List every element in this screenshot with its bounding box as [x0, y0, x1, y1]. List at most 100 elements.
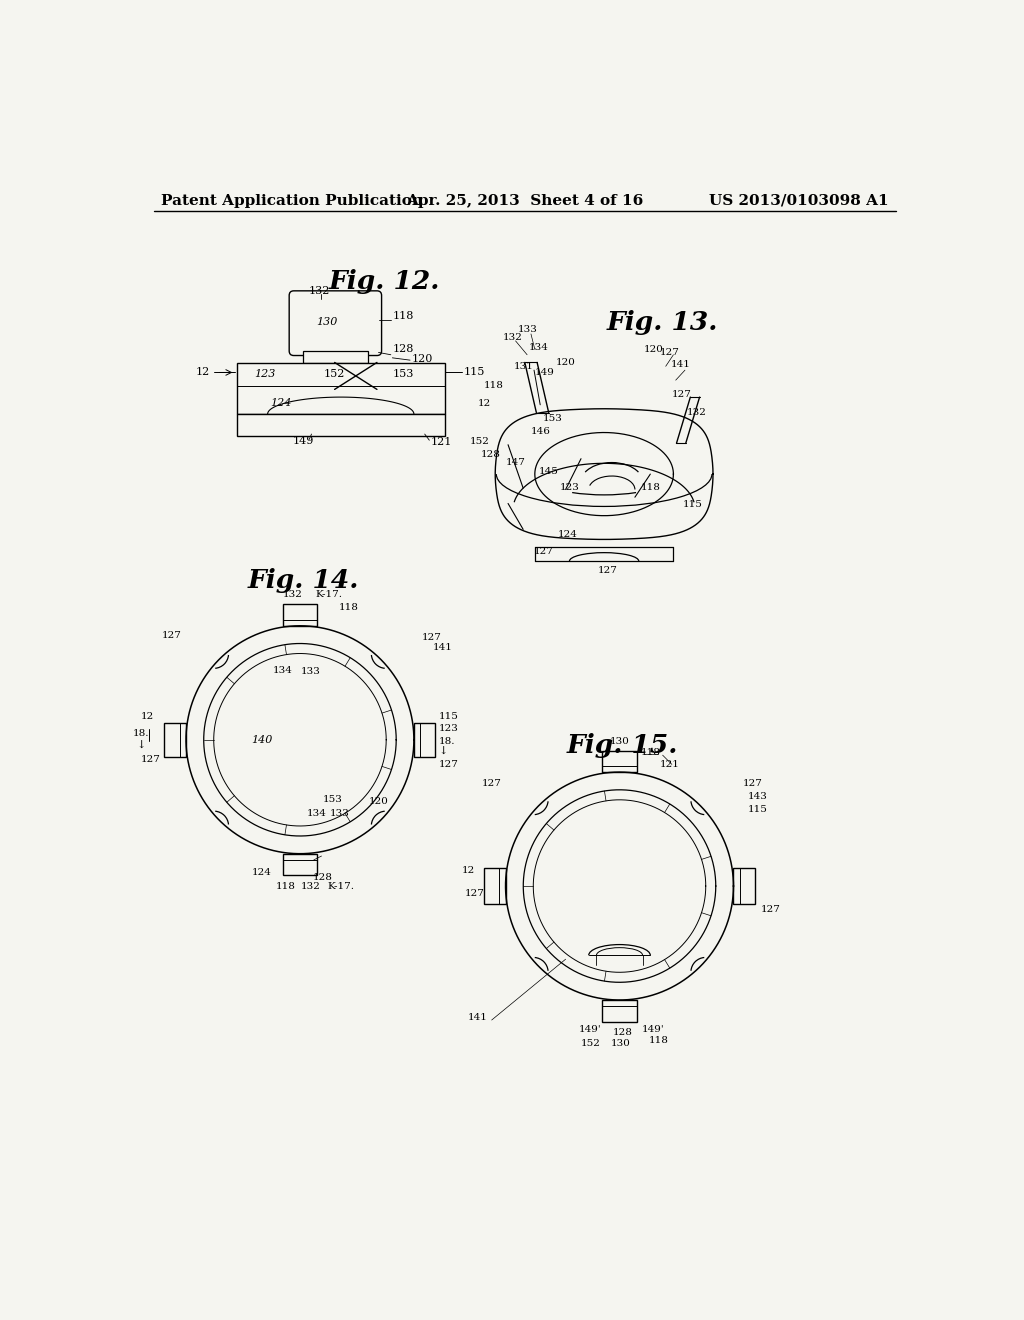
Text: 140: 140 — [251, 735, 272, 744]
Text: 127: 127 — [761, 904, 781, 913]
Text: 115: 115 — [464, 367, 485, 376]
Text: 12: 12 — [462, 866, 475, 875]
Text: 134: 134 — [528, 343, 549, 351]
Text: 132: 132 — [301, 882, 321, 891]
Text: 118: 118 — [649, 1036, 669, 1044]
Text: 141: 141 — [671, 360, 691, 370]
Text: Patent Application Publication: Patent Application Publication — [162, 194, 423, 207]
Text: 121: 121 — [659, 760, 680, 768]
Text: Fig. 14.: Fig. 14. — [248, 568, 359, 593]
Bar — [237, 363, 444, 414]
Text: 12: 12 — [196, 367, 210, 376]
Text: 153: 153 — [543, 414, 562, 424]
Text: 118: 118 — [339, 603, 358, 611]
Bar — [165, 723, 186, 756]
Text: 141: 141 — [468, 1014, 487, 1022]
Text: 152: 152 — [324, 370, 345, 379]
Text: 130: 130 — [609, 737, 630, 746]
Text: K-17.: K-17. — [315, 590, 342, 599]
Text: 115: 115 — [683, 500, 702, 510]
Text: 127: 127 — [438, 760, 459, 768]
Text: 118: 118 — [484, 381, 504, 389]
FancyBboxPatch shape — [289, 290, 382, 355]
Bar — [283, 605, 316, 626]
Text: 118: 118 — [276, 882, 296, 891]
Bar — [602, 751, 637, 772]
Text: 115: 115 — [748, 805, 767, 813]
Text: 120: 120 — [370, 797, 389, 805]
Text: 18.: 18. — [133, 729, 150, 738]
Bar — [733, 869, 755, 904]
Bar — [414, 723, 435, 756]
Text: 127: 127 — [140, 755, 161, 764]
Bar — [602, 1001, 637, 1022]
Text: 153: 153 — [392, 370, 414, 379]
Text: 123: 123 — [438, 725, 459, 734]
Text: 127: 127 — [598, 566, 617, 574]
Text: 120: 120 — [644, 345, 665, 354]
Text: US 2013/0103098 A1: US 2013/0103098 A1 — [709, 194, 888, 207]
Text: 146: 146 — [531, 428, 551, 436]
Text: 128: 128 — [481, 450, 501, 459]
Text: 152: 152 — [469, 437, 489, 446]
Text: 149: 149 — [293, 436, 314, 446]
Text: 127: 127 — [162, 631, 182, 639]
Text: 12: 12 — [478, 399, 492, 408]
Text: 130: 130 — [316, 317, 338, 327]
Text: 143: 143 — [748, 792, 767, 801]
Text: 123: 123 — [255, 370, 276, 379]
Text: Fig. 12.: Fig. 12. — [329, 269, 440, 294]
Text: 127: 127 — [659, 348, 680, 356]
Text: 132: 132 — [686, 408, 707, 417]
Text: 118: 118 — [392, 312, 414, 321]
Text: 132: 132 — [283, 590, 302, 599]
Text: 134: 134 — [273, 667, 293, 675]
Text: 152: 152 — [581, 1039, 600, 1048]
Text: 132: 132 — [308, 286, 330, 296]
Text: 128: 128 — [313, 873, 333, 882]
Text: 12: 12 — [141, 713, 155, 721]
Text: 127: 127 — [672, 391, 692, 399]
Bar — [484, 869, 506, 904]
Text: 132: 132 — [503, 334, 522, 342]
Text: 115: 115 — [438, 713, 459, 721]
Bar — [303, 351, 368, 363]
Bar — [237, 414, 444, 436]
Text: 124: 124 — [270, 399, 292, 408]
Text: 133: 133 — [330, 809, 350, 818]
Text: Fig. 13.: Fig. 13. — [606, 310, 718, 335]
Text: 127: 127 — [481, 779, 502, 788]
Text: 130: 130 — [611, 1039, 631, 1048]
Text: ↓: ↓ — [136, 741, 146, 751]
Text: 134: 134 — [307, 809, 327, 818]
Text: 149': 149' — [579, 1024, 601, 1034]
Text: 123: 123 — [559, 483, 580, 492]
Text: 118: 118 — [640, 483, 660, 492]
Text: 121: 121 — [431, 437, 453, 446]
Text: Fig. 15.: Fig. 15. — [566, 733, 678, 758]
Text: 149: 149 — [535, 368, 555, 378]
Text: ↓: ↓ — [438, 747, 447, 758]
Text: 124: 124 — [558, 529, 578, 539]
Text: 149': 149' — [642, 1024, 665, 1034]
Text: 128: 128 — [612, 1028, 633, 1036]
Text: 127: 127 — [465, 890, 484, 898]
Text: 147: 147 — [506, 458, 525, 467]
Bar — [283, 854, 316, 875]
Text: 120: 120 — [412, 354, 433, 364]
Text: 141: 141 — [433, 643, 453, 652]
Text: 124: 124 — [252, 867, 271, 876]
Text: 133: 133 — [518, 325, 538, 334]
Text: 118: 118 — [641, 747, 660, 756]
Text: 18.: 18. — [438, 737, 455, 746]
Text: 133: 133 — [301, 668, 321, 676]
Text: 131: 131 — [513, 362, 534, 371]
Text: 127: 127 — [422, 632, 441, 642]
Text: Apr. 25, 2013  Sheet 4 of 16: Apr. 25, 2013 Sheet 4 of 16 — [407, 194, 643, 207]
Text: 128: 128 — [392, 345, 414, 354]
Text: 127: 127 — [534, 546, 553, 556]
Text: K-17.: K-17. — [328, 882, 354, 891]
Text: 153: 153 — [323, 796, 342, 804]
Text: 145: 145 — [539, 467, 559, 477]
Text: 127: 127 — [742, 779, 763, 788]
